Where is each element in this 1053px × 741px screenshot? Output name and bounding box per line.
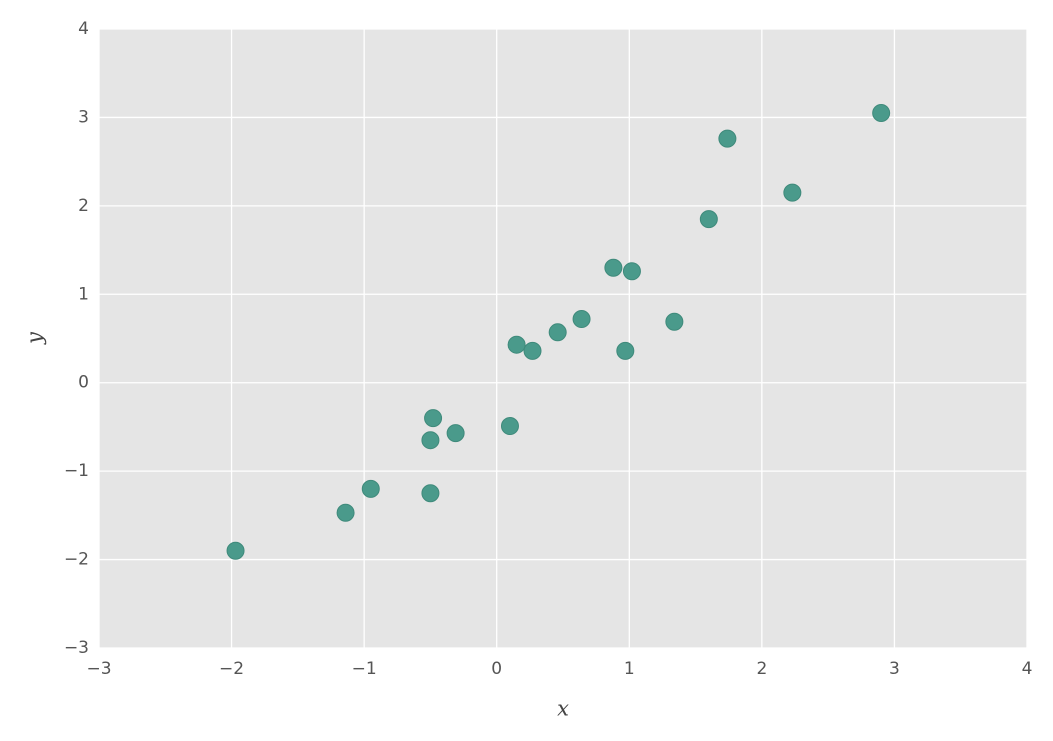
point [604,258,623,277]
point [523,341,542,360]
point [572,310,591,329]
point [616,341,635,360]
point [548,323,567,342]
x-tick-label: −2 [219,659,244,679]
point [421,431,440,450]
y-tick-label: 1 [78,284,89,304]
x-tick-label: 1 [624,659,635,679]
x-tick-label: 4 [1022,659,1033,679]
x-tick-label: −3 [86,659,111,679]
point [446,424,465,443]
x-tick-label: 3 [889,659,900,679]
point [336,503,355,522]
point [424,409,443,428]
y-tick-label: 2 [78,196,89,216]
y-tick-label: −1 [64,461,89,481]
point [699,210,718,229]
point [226,541,245,560]
x-tick-label: −1 [352,659,377,679]
y-tick-label: 3 [78,107,89,127]
point [665,312,684,331]
y-tick-label: −3 [64,638,89,658]
point [718,129,737,148]
x-tick-label: 2 [756,659,767,679]
y-tick-label: 4 [78,19,89,39]
y-axis-label: y [23,331,47,345]
point [872,104,891,123]
y-tick-label: 0 [78,373,89,393]
point [783,183,802,202]
point [500,417,519,436]
point [421,484,440,503]
y-tick-label: −2 [64,550,89,570]
point [622,262,641,281]
x-tick-label: 0 [491,659,502,679]
x-axis-label: x [557,697,569,721]
point [507,335,526,354]
point [361,479,380,498]
